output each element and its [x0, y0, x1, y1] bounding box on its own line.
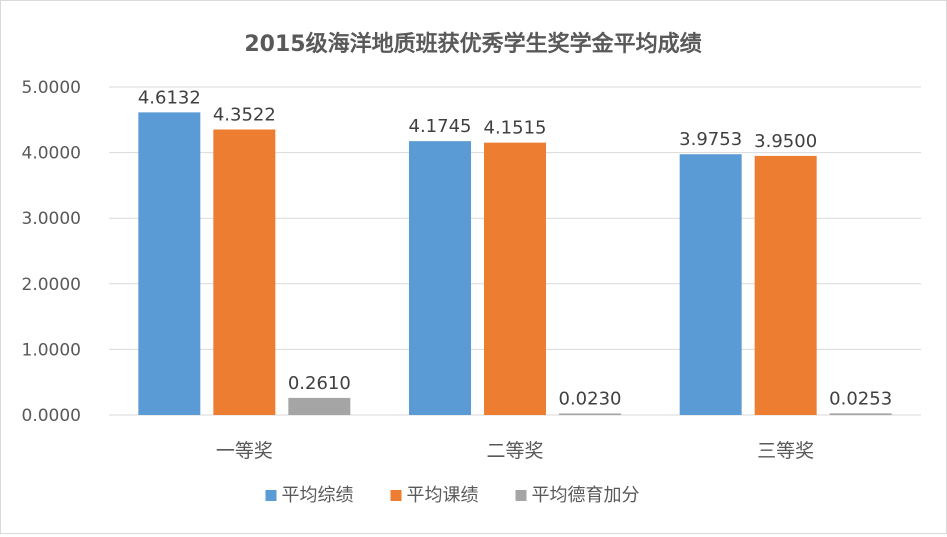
y-tick-label: 0.0000	[22, 406, 81, 426]
x-axis-category-labels: 一等奖 二等奖 三等奖	[216, 440, 814, 462]
legend-label: 平均课绩	[407, 485, 479, 506]
category-label: 一等奖	[216, 440, 273, 462]
y-tick-label: 5.0000	[22, 78, 81, 98]
bar	[559, 413, 621, 415]
data-label: 3.9753	[679, 129, 742, 150]
category-label: 二等奖	[486, 440, 543, 462]
legend-label: 平均综绩	[282, 485, 354, 506]
y-tick-label: 2.0000	[22, 275, 81, 295]
legend: 平均综绩 平均课绩 平均德育加分	[265, 485, 640, 506]
y-axis-tick-labels: 0.0000 1.0000 2.0000 3.0000 4.0000 5.0000	[22, 78, 81, 426]
legend-swatch	[515, 490, 527, 501]
bar	[484, 142, 546, 415]
data-labels: 4.6132 4.3522 0.2610 4.1745 4.1515 0.0230 3.97…	[138, 87, 892, 409]
y-tick-label: 4.0000	[22, 144, 81, 164]
bar	[754, 155, 817, 415]
legend-swatch	[390, 490, 402, 501]
bar	[679, 154, 742, 415]
data-label: 0.0230	[559, 388, 622, 409]
bar	[829, 413, 892, 415]
category-label: 三等奖	[757, 440, 814, 462]
legend-label: 平均德育加分	[532, 485, 640, 506]
legend-swatch	[265, 490, 277, 501]
bar	[213, 129, 276, 416]
bar	[138, 112, 201, 415]
data-label: 4.6132	[138, 87, 201, 108]
bar	[288, 397, 351, 415]
bars	[138, 112, 892, 416]
data-label: 0.0253	[829, 388, 892, 409]
data-label: 4.1745	[409, 116, 472, 137]
data-label: 0.2610	[288, 373, 351, 394]
chart-title: 2015级海洋地质班获优秀学生奖学金平均成绩	[244, 31, 701, 57]
y-tick-label: 3.0000	[22, 209, 81, 229]
data-label: 3.9500	[754, 131, 817, 152]
bar	[409, 141, 471, 415]
data-label: 4.3522	[213, 104, 276, 125]
y-tick-label: 1.0000	[22, 340, 81, 360]
data-label: 4.1515	[484, 118, 547, 139]
